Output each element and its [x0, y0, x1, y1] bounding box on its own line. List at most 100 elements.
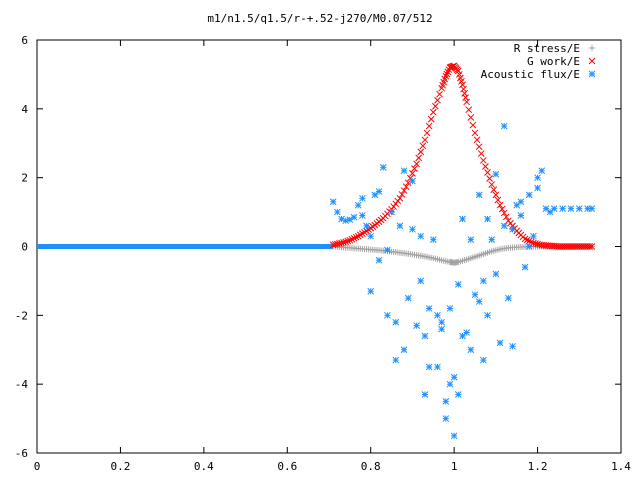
data-point: [409, 170, 416, 177]
data-point: [463, 98, 471, 106]
data-point: [396, 222, 404, 230]
data-point: [415, 154, 423, 162]
data-point: [404, 294, 412, 302]
data-point: [438, 325, 445, 333]
data-point: [398, 191, 406, 198]
data-point: [454, 391, 462, 398]
data-point: [434, 311, 441, 319]
data-point: [498, 205, 506, 213]
data-point: [371, 191, 379, 199]
data-point: [425, 122, 433, 130]
data-point: [338, 239, 345, 247]
data-point: [434, 96, 441, 104]
data-point: [348, 235, 356, 243]
legend-marker: [588, 57, 596, 65]
data-point: [550, 205, 558, 212]
data-point: [427, 115, 435, 123]
data-point: [400, 167, 408, 175]
data-point: [494, 196, 502, 204]
data-point: [450, 432, 458, 440]
data-point: [482, 163, 489, 170]
x-tick-label: 1: [451, 460, 458, 473]
data-point: [359, 212, 366, 219]
legend-marker: [588, 70, 596, 78]
data-point: [363, 222, 370, 230]
data-point: [505, 294, 512, 302]
data-point: [446, 305, 454, 312]
data-point: [346, 236, 354, 244]
data-point: [336, 240, 343, 247]
data-point: [588, 205, 596, 212]
data-point: [409, 177, 416, 185]
y-tick-label: -4: [15, 378, 29, 391]
data-point: [530, 232, 537, 240]
data-point: [500, 222, 508, 230]
data-point: [446, 380, 454, 388]
data-point: [442, 415, 450, 422]
data-point: [459, 332, 466, 340]
x-tick-label: 0.2: [110, 460, 130, 473]
data-point: [496, 339, 504, 347]
data-point: [538, 167, 546, 175]
data-point: [490, 186, 498, 194]
data-point: [542, 205, 550, 212]
data-point: [413, 160, 420, 168]
data-point: [525, 191, 533, 199]
x-tick-label: 0.6: [277, 460, 297, 473]
data-point: [359, 194, 366, 202]
data-point: [532, 240, 539, 247]
data-point: [434, 363, 441, 371]
data-point: [459, 215, 466, 223]
data-point: [517, 212, 525, 219]
data-point: [417, 232, 425, 240]
data-point: [484, 311, 491, 319]
data-point: [409, 225, 416, 233]
data-point: [467, 236, 475, 243]
data-point: [375, 256, 383, 264]
x-tick-label: 1.2: [528, 460, 548, 473]
data-point: [521, 263, 529, 271]
data-point: [461, 89, 468, 97]
data-point: [421, 391, 429, 398]
data-point: [463, 329, 471, 336]
data-point: [486, 175, 493, 182]
data-point: [429, 236, 437, 243]
x-tick-label: 0.8: [361, 460, 381, 473]
data-point: [575, 205, 583, 212]
data-point: [344, 237, 352, 245]
chart-title: m1/n1.5/q1.5/r-+.52-j270/M0.07/512: [207, 12, 432, 25]
data-point: [534, 240, 541, 248]
data-point: [475, 298, 483, 305]
x-tick-label: 0: [34, 460, 41, 473]
data-point: [517, 198, 525, 206]
data-point: [454, 281, 462, 288]
data-point: [450, 373, 458, 381]
data-point: [586, 243, 594, 250]
data-point: [559, 205, 566, 212]
data-point: [523, 236, 531, 244]
data-point: [492, 191, 500, 199]
data-point: [417, 148, 425, 156]
data-point: [484, 215, 491, 223]
data-point: [509, 342, 516, 350]
data-point: [392, 318, 400, 326]
data-point: [502, 213, 510, 221]
y-tick-label: -2: [15, 309, 28, 322]
data-point: [488, 236, 496, 243]
legend-label: Acoustic flux/E: [481, 68, 580, 81]
data-point: [388, 208, 395, 216]
data-point: [340, 239, 347, 246]
axis-ticks: 0 0.2 0.4 0.6 0.8 1 1.2 1.4 -6 -4 -2 0 2 4 6: [15, 34, 632, 473]
y-tick-label: 2: [21, 172, 28, 185]
series-2: [329, 62, 596, 250]
data-point: [421, 136, 429, 144]
data-point: [413, 322, 420, 330]
data-point: [436, 90, 443, 98]
series-3: [329, 122, 596, 440]
data-point: [400, 346, 408, 354]
data-point: [342, 217, 350, 225]
data-point: [444, 68, 452, 76]
data-point: [546, 208, 554, 216]
data-point: [392, 356, 400, 364]
